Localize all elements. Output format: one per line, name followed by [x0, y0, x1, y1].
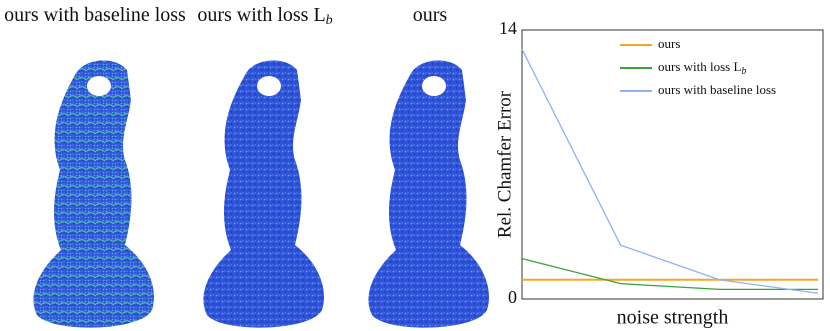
legend-label: ours — [658, 36, 680, 51]
legend-label-text: ours — [658, 36, 680, 51]
point-cloud-hole — [257, 76, 281, 96]
panel-title-text: ours with loss L — [197, 4, 325, 26]
panel-title-text: ours — [413, 4, 448, 26]
legend-label-text: ours with loss L — [658, 59, 741, 74]
series-line — [521, 48, 819, 294]
legend-label: ours with baseline loss — [658, 82, 776, 97]
point-cloud — [368, 60, 489, 328]
point-cloud-shape — [368, 60, 489, 328]
y-tick-label: 14 — [499, 18, 517, 38]
panel-title: ours — [413, 4, 448, 26]
x-axis-label: noise strength — [617, 307, 729, 329]
legend-label-subscript: b — [741, 66, 746, 77]
panel-title: ours with loss Lb — [197, 4, 332, 29]
y-axis-label: Rel. Chamfer Error — [494, 90, 515, 238]
point-cloud — [33, 60, 154, 328]
panel-title: ours with baseline loss — [4, 4, 186, 26]
point-cloud-shape — [33, 60, 154, 328]
legend-label: ours with loss Lb — [658, 59, 746, 77]
legend-label-text: ours with baseline loss — [658, 82, 776, 97]
y-tick-label: 0 — [508, 287, 517, 307]
series-line — [521, 258, 818, 291]
panel-title-text: ours with baseline loss — [4, 4, 186, 26]
point-cloud-hole — [422, 76, 446, 96]
panel-title-subscript: b — [326, 13, 333, 28]
point-cloud — [203, 60, 324, 328]
point-cloud-shape — [203, 60, 324, 328]
plot-frame — [521, 29, 824, 300]
point-cloud-hole — [87, 76, 111, 96]
